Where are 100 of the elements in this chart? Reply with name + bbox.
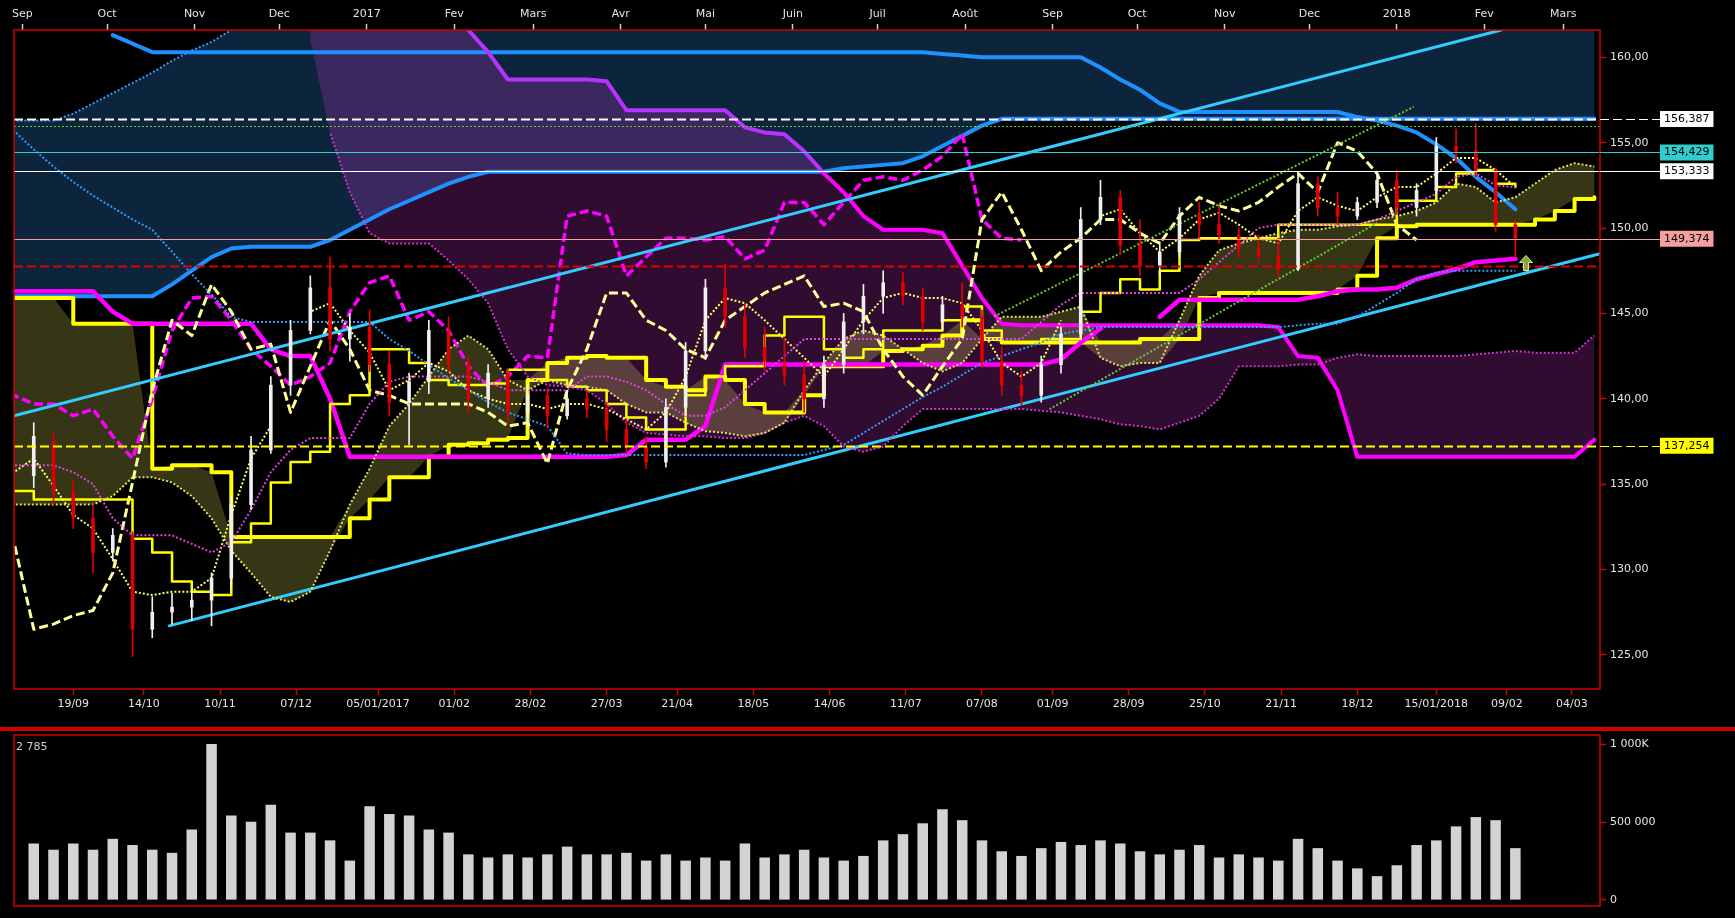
candlestick bbox=[1454, 128, 1458, 164]
bar bbox=[838, 860, 849, 900]
bar bbox=[897, 834, 909, 900]
y-tick-label: 150,00 bbox=[1610, 220, 1649, 234]
bar bbox=[877, 840, 889, 900]
bar bbox=[1035, 848, 1047, 900]
x-tick-label: 14/06 bbox=[813, 697, 846, 711]
bar bbox=[1391, 865, 1403, 900]
y-tick-label: 125,00 bbox=[1610, 647, 1649, 661]
bar bbox=[1114, 843, 1126, 900]
bar bbox=[403, 815, 415, 900]
x2-tick-label: Dec bbox=[1298, 7, 1320, 21]
bar bbox=[1055, 841, 1067, 900]
bar bbox=[601, 854, 612, 900]
bar bbox=[1075, 845, 1087, 900]
bar bbox=[1312, 848, 1324, 900]
x2-tick-label: Juin bbox=[781, 7, 804, 21]
bar bbox=[245, 821, 257, 900]
bar bbox=[107, 838, 119, 900]
bar bbox=[324, 840, 336, 900]
y-tick-label: 140,00 bbox=[1610, 391, 1649, 405]
bar bbox=[1292, 838, 1304, 900]
bar bbox=[186, 829, 198, 900]
bar bbox=[917, 823, 928, 900]
bar bbox=[1016, 855, 1027, 900]
candlestick bbox=[170, 593, 174, 625]
bar bbox=[818, 857, 830, 900]
bar bbox=[1095, 840, 1106, 900]
bar bbox=[937, 809, 948, 900]
bar bbox=[1510, 848, 1521, 900]
bar bbox=[1450, 826, 1462, 900]
bar bbox=[581, 854, 593, 900]
bar bbox=[542, 854, 553, 900]
x-tick-label: 18/12 bbox=[1341, 697, 1374, 711]
bar bbox=[1233, 854, 1245, 900]
bar bbox=[561, 846, 573, 900]
ref-line-label: 153,333 bbox=[1664, 164, 1710, 177]
bar bbox=[1194, 845, 1205, 900]
bar bbox=[1411, 845, 1422, 900]
bar bbox=[147, 849, 158, 900]
x2-tick-label: Sep bbox=[12, 7, 33, 21]
x-tick-label: 21/11 bbox=[1265, 697, 1297, 711]
x2-tick-label: Avr bbox=[611, 7, 631, 21]
bar bbox=[1332, 860, 1343, 900]
x2-tick-label: Mai bbox=[695, 7, 716, 21]
y-tick-label: 130,00 bbox=[1610, 562, 1649, 576]
bar bbox=[305, 832, 316, 900]
bar bbox=[640, 860, 652, 900]
bar bbox=[1253, 857, 1264, 900]
bar bbox=[759, 857, 770, 900]
x2-tick-label: Oct bbox=[1127, 7, 1148, 21]
y-tick-label: 145,00 bbox=[1610, 306, 1649, 320]
bar bbox=[1213, 857, 1225, 900]
bar bbox=[680, 860, 691, 900]
x-tick-label: 11/07 bbox=[889, 697, 922, 711]
bar bbox=[976, 840, 988, 900]
bar bbox=[166, 852, 178, 900]
line-series bbox=[329, 131, 1596, 453]
bar bbox=[1154, 854, 1166, 900]
x-tick-label: 28/02 bbox=[514, 697, 547, 711]
bar bbox=[739, 843, 751, 900]
x2-tick-label: Nov bbox=[1213, 7, 1236, 21]
x-tick-label: 14/10 bbox=[127, 697, 160, 711]
bar bbox=[443, 832, 454, 900]
bar bbox=[1352, 868, 1363, 900]
ref-line-label: 156,387 bbox=[1664, 111, 1710, 125]
x-tick-label: 19/09 bbox=[57, 697, 90, 711]
bar bbox=[798, 849, 810, 900]
bar bbox=[344, 860, 356, 900]
x2-tick-label: Oct bbox=[97, 7, 118, 21]
candlestick bbox=[348, 313, 352, 362]
bar bbox=[1470, 817, 1482, 900]
x-tick-label: 01/09 bbox=[1036, 697, 1069, 711]
y-tick-label: 135,00 bbox=[1610, 476, 1649, 490]
x2-tick-label: Mars bbox=[520, 7, 547, 21]
x-tick-label: 07/12 bbox=[280, 697, 313, 711]
x2-tick-label: Mars bbox=[1550, 7, 1577, 21]
bar bbox=[1371, 876, 1383, 900]
bar bbox=[364, 806, 375, 900]
y-tick-label: 1 000K bbox=[1610, 737, 1650, 751]
bar bbox=[384, 813, 395, 900]
bar bbox=[226, 815, 237, 900]
bar bbox=[621, 852, 632, 900]
annotation: 2 785 bbox=[16, 739, 48, 753]
bar bbox=[1431, 840, 1442, 900]
bar bbox=[700, 857, 711, 900]
bar bbox=[206, 744, 217, 900]
bar bbox=[779, 854, 790, 900]
x2-tick-label: Sep bbox=[1042, 7, 1063, 21]
line-series bbox=[14, 141, 1419, 631]
x-tick-label: 05/01/2017 bbox=[346, 697, 410, 711]
x-tick-label: 10/11 bbox=[204, 697, 236, 711]
bar bbox=[522, 857, 533, 900]
x2-tick-label: Fev bbox=[444, 7, 465, 21]
bar bbox=[1273, 860, 1284, 900]
bar bbox=[423, 829, 435, 900]
bar bbox=[87, 849, 99, 900]
x2-tick-label: Dec bbox=[268, 7, 290, 21]
bar bbox=[660, 854, 672, 900]
x-tick-label: 15/01/2018 bbox=[1404, 697, 1469, 711]
